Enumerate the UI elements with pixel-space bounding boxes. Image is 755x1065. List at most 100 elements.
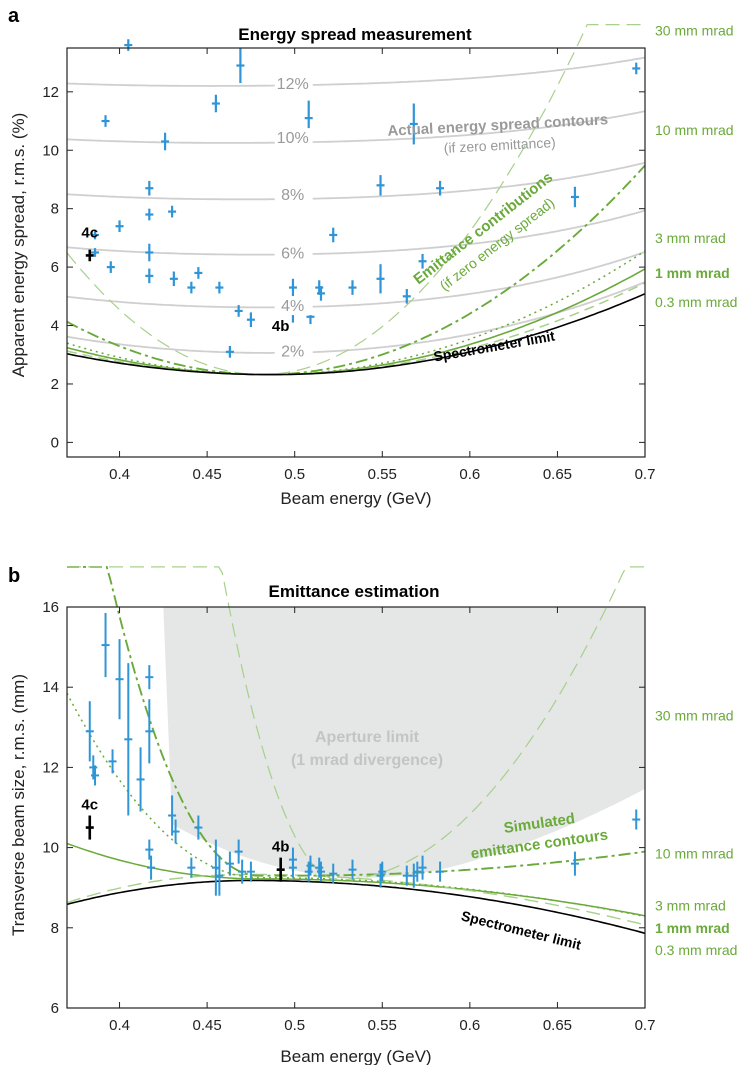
panel-b-ylabel: Transverse beam size, r.m.s. (mm) bbox=[9, 674, 28, 936]
panel-b-data-point bbox=[171, 819, 180, 844]
panel-a-title: Energy spread measurement bbox=[238, 25, 472, 44]
panel-b-xtick-label: 0.45 bbox=[193, 1017, 222, 1034]
panel-b-data-point bbox=[108, 749, 117, 774]
panel-b-data-point bbox=[316, 861, 325, 882]
panel-b-ytick-label: 6 bbox=[51, 1000, 59, 1017]
spectrometer-limit-line bbox=[66, 879, 646, 935]
panel-b-data-point bbox=[348, 859, 357, 880]
panel-a-data-point bbox=[376, 175, 385, 196]
panel-b-emittance-label: 3 mm mrad bbox=[655, 898, 726, 914]
panel-b-highlight-point: 4c bbox=[81, 797, 98, 840]
panel-b-data-point bbox=[234, 839, 243, 864]
panel-a-ytick-label: 10 bbox=[42, 142, 59, 159]
panel-b-emittance-label: 1 mm mrad bbox=[655, 920, 730, 936]
panel-a-data-point bbox=[194, 267, 203, 279]
panel-a-data-points: 4c 4b bbox=[81, 39, 641, 358]
panel-b-emittance-legend: 30 mm mrad 10 mm mrad 3 mm mrad 1 mm mrad 0.… bbox=[655, 707, 737, 958]
panel-b-data-point bbox=[418, 855, 427, 880]
panel-b-highlight-point: 4b bbox=[272, 839, 289, 882]
contour-label-backdrop bbox=[274, 243, 313, 263]
panel-a-data-point bbox=[409, 103, 418, 145]
panel-b-title: Emittance estimation bbox=[269, 582, 440, 601]
panel-a-xtick-label: 0.55 bbox=[368, 466, 397, 483]
emittance-curve-3mm bbox=[66, 692, 646, 918]
panel-b-data-point bbox=[85, 701, 94, 762]
panel-b-ytick-label: 10 bbox=[42, 840, 59, 857]
emittance-curve-10mm bbox=[66, 164, 646, 376]
panel-a-emittance-legend: 30 mm mrad 10 mm mrad 3 mm mrad 1 mm mrad 0.… bbox=[655, 22, 737, 310]
panel-b-data-point bbox=[436, 861, 445, 882]
emittance-curve-0-3mm bbox=[66, 282, 646, 376]
panel-b-data-point bbox=[632, 809, 641, 830]
panel-a-data-point bbox=[91, 230, 100, 240]
panel-a-emittance-label: 10 mm mrad bbox=[655, 122, 734, 138]
emittance-curve-30mm bbox=[66, 24, 645, 376]
panel-a-data-point bbox=[436, 180, 445, 196]
panel-b-data-point bbox=[124, 663, 133, 816]
panel-a-data-point bbox=[91, 248, 100, 257]
panel-a-ytick-label: 0 bbox=[51, 434, 59, 451]
panel-a-data-point bbox=[145, 208, 154, 221]
panel-a-data-point bbox=[187, 281, 196, 294]
panel-b-data-point bbox=[145, 699, 154, 764]
panel-a-emittance-label: 1 mm mrad bbox=[655, 265, 730, 281]
panel-b-aperture-subtitle: (1 mrad divergence) bbox=[291, 752, 443, 769]
panel-b-data-point bbox=[402, 865, 411, 886]
contour-label-backdrop bbox=[274, 296, 313, 316]
panel-b-data-point bbox=[136, 747, 145, 812]
panel-a-contour-lines bbox=[66, 56, 646, 354]
panel-b-data-point bbox=[306, 855, 315, 876]
energy-spread-contour-line bbox=[66, 251, 646, 309]
panel-b-xtick-label: 0.5 bbox=[284, 1017, 305, 1034]
panel-a-emittance-label: 3 mm mrad bbox=[655, 230, 726, 246]
panel-b-ytick-label: 16 bbox=[42, 599, 59, 616]
panel-b: b Emittance estimation Aperture limit (1… bbox=[8, 565, 737, 1065]
panel-a-ylabel: Apparent energy spread, r.m.s. (%) bbox=[9, 113, 28, 378]
energy-spread-contour-line bbox=[66, 209, 646, 256]
panel-b-label: b bbox=[8, 565, 20, 587]
panel-a-ytick-label: 8 bbox=[51, 201, 59, 218]
energy-spread-contour-line bbox=[66, 161, 646, 201]
panel-b-data-point bbox=[288, 857, 297, 878]
panel-b-xlabel: Beam energy (GeV) bbox=[280, 1047, 431, 1065]
panel-a-highlight-label: 4c bbox=[81, 224, 98, 241]
panel-a-data-point bbox=[225, 345, 234, 358]
panel-a-ytick-label: 4 bbox=[51, 318, 59, 335]
panel-b-data-point bbox=[225, 851, 234, 876]
panel-a-data-point bbox=[236, 48, 245, 84]
panel-b-data-point bbox=[147, 855, 156, 880]
emittance-curve-1mm bbox=[66, 842, 646, 917]
panel-a-xtick-label: 0.45 bbox=[193, 466, 222, 483]
panel-b-ytick-label: 14 bbox=[42, 679, 59, 696]
panel-b-data-point bbox=[115, 639, 124, 720]
panel-b-emittance-label: 10 mm mrad bbox=[655, 846, 734, 862]
panel-b-data-point bbox=[187, 857, 196, 878]
panel-a-data-point bbox=[570, 186, 579, 208]
panel-a-emittance-label: 0.3 mm mrad bbox=[655, 294, 737, 310]
panel-a-data-point bbox=[316, 286, 325, 301]
panel-a-xtick-label: 0.7 bbox=[635, 466, 656, 483]
panel-a-xlabel: Beam energy (GeV) bbox=[280, 489, 431, 508]
panel-a-data-point bbox=[115, 220, 124, 233]
panel-b-aperture-title: Aperture limit bbox=[315, 729, 420, 746]
panel-a-contour-title: Actual energy spread contours bbox=[387, 111, 608, 140]
panel-a-data-point bbox=[106, 261, 115, 273]
emittance-curve-0-3mm bbox=[66, 873, 646, 926]
energy-spread-contour-line bbox=[66, 56, 646, 87]
panel-a-data-point bbox=[145, 243, 154, 262]
emittance-curve-1mm bbox=[66, 268, 646, 376]
emittance-curve-10mm bbox=[67, 565, 646, 877]
panel-b-data-point bbox=[413, 861, 422, 882]
panel-a-data-point bbox=[246, 312, 255, 327]
panel-a-data-point bbox=[169, 271, 178, 287]
panel-b-data-point bbox=[101, 613, 110, 678]
panel-b-emittance-label: 30 mm mrad bbox=[655, 707, 734, 723]
contour-label-backdrop bbox=[274, 185, 313, 205]
panel-a-data-point bbox=[101, 115, 110, 127]
panel-a-data-point bbox=[329, 227, 338, 243]
panel-a-contour-labels: 2% 4% 6% 8% 10% 12% bbox=[274, 74, 313, 361]
panel-a-data-point bbox=[418, 253, 427, 269]
panel-b-data-point bbox=[168, 795, 177, 836]
panel-b-xtick-label: 0.4 bbox=[109, 1017, 130, 1034]
